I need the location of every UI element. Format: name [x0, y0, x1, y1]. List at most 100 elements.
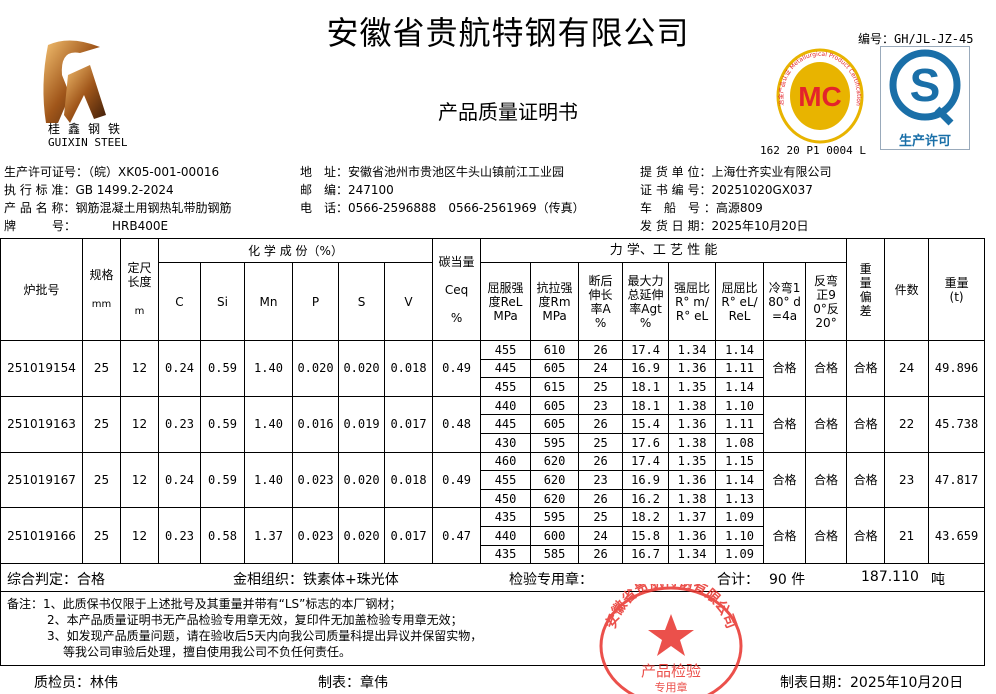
header-mech-col: 强屈比R° m/R° eL	[668, 262, 717, 341]
mech-value: 435	[480, 544, 532, 565]
rebend-result: 合格	[805, 340, 848, 397]
vehicle-number: 车 船 号 ：高源809	[640, 201, 763, 215]
rebend-result: 合格	[805, 507, 848, 565]
header-mech-col: 抗拉强度Rm MPa	[530, 262, 580, 341]
mech-value: 1.34	[668, 340, 717, 360]
ceq-value: 0.48	[432, 395, 482, 453]
mech-value: 17.4	[622, 451, 670, 472]
mech-value: 440	[480, 395, 532, 416]
stamp-bottom-text: 专用章	[655, 680, 688, 694]
header-mech-col: 断后伸长率A %	[578, 262, 624, 341]
table-row: 251019163 25 12 0.23 0.59 1.40 0.016 0.019 0.017…	[0, 395, 986, 453]
company-logo	[43, 40, 106, 123]
mech-value: 620	[530, 470, 580, 490]
remark-line: 2、本产品质量证明书无产品检验专用章无效，复印件无加盖检验专用章无效；	[47, 613, 463, 627]
mech-value: 23	[578, 395, 624, 416]
length: 12	[120, 507, 159, 565]
mech-value: 23	[578, 470, 624, 490]
quality-table: 炉批号 规格 mm 定尺长度 m 化 学 成 份（%） 碳当量 Ceq% 力 学、工 …	[0, 238, 986, 565]
mech-value: 1.11	[715, 358, 765, 379]
mech-value: 1.11	[715, 414, 765, 434]
mech-value: 1.36	[668, 470, 717, 490]
remark-line: 等我公司审验后处理，擅自使用我公司不负任何责任。	[63, 645, 352, 659]
chem-value: 0.24	[158, 340, 201, 397]
mech-value: 605	[530, 414, 580, 434]
length: 12	[120, 395, 159, 453]
header-ceq: 碳当量 Ceq%	[432, 238, 482, 341]
batch-number: 251019166	[0, 507, 83, 565]
header-mech-col: 冷弯180° d=4a	[763, 262, 807, 341]
header-chem-si: Si	[200, 262, 245, 341]
header-weight-deviation: 重量偏差	[846, 238, 886, 341]
header-chem-v: V	[383, 262, 434, 341]
mech-value: 25	[578, 377, 624, 397]
table-row: 430 595 25 17.6 1.38 1.08	[1, 432, 985, 453]
mech-value: 1.10	[715, 395, 765, 416]
table-row: 455 620 23 16.9 1.36 1.14	[1, 470, 985, 490]
mech-value: 1.38	[668, 432, 717, 453]
table-row: 455 615 25 18.1 1.35 1.14	[1, 377, 985, 397]
table-row: 440 600 24 15.8 1.36 1.10	[1, 525, 985, 546]
pieces: 21	[884, 507, 930, 565]
mech-value: 16.2	[622, 488, 670, 509]
chem-value: 0.020	[292, 340, 339, 397]
mech-value: 1.15	[715, 451, 765, 472]
weight-deviation: 合格	[846, 340, 886, 397]
mech-value: 1.09	[715, 507, 765, 527]
chem-value: 1.37	[244, 507, 293, 565]
mech-value: 18.1	[622, 377, 670, 397]
mech-value: 17.6	[622, 432, 670, 453]
weight: 47.817	[928, 451, 986, 509]
mech-value: 605	[530, 358, 580, 379]
document-number: 编号：GH/JL-JZ-45	[858, 32, 974, 46]
stamp-center-text: 产品检验	[641, 662, 701, 680]
total-weight: 187.110	[861, 569, 919, 585]
rebend-result: 合格	[805, 395, 848, 453]
spec: 25	[82, 340, 121, 397]
header-length: 定尺长度 m	[120, 238, 159, 341]
consignee: 提 货 单 位：上海仕齐实业有限公司	[640, 165, 832, 179]
grade: HRB400E	[112, 219, 169, 233]
mech-value: 26	[578, 488, 624, 509]
mech-value: 1.34	[668, 544, 717, 565]
chem-value: 0.020	[338, 507, 385, 565]
ship-date: 发 货 日 期：2025年10月20日	[640, 219, 809, 233]
mech-value: 1.35	[668, 377, 717, 397]
chem-value: 0.018	[383, 451, 434, 509]
spec: 25	[82, 507, 121, 565]
weight: 45.738	[928, 395, 986, 453]
chem-value: 0.59	[200, 451, 245, 509]
table-row: 435 585 26 16.7 1.34 1.09	[1, 544, 985, 565]
cold-bend-result: 合格	[763, 451, 807, 509]
ceq-value: 0.49	[432, 340, 482, 397]
header-weight: 重量(t)	[928, 238, 986, 341]
address: 地 址：安徽省池州市贵池区牛头山镇前江工业园	[300, 165, 565, 179]
table-row: 445 605 24 16.9 1.36 1.11	[1, 358, 985, 379]
chem-value: 0.018	[383, 340, 434, 397]
qs-label: 生产许可	[898, 134, 951, 149]
info-right: 提 货 单 位：上海仕齐实业有限公司 证 书 编 号：20251020GX037…	[640, 163, 831, 235]
weight-deviation: 合格	[846, 395, 886, 453]
length: 12	[120, 451, 159, 509]
mech-value: 605	[530, 395, 580, 416]
mech-value: 1.36	[668, 358, 717, 379]
company-name: 安徽省贵航特钢有限公司	[326, 14, 690, 52]
mech-value: 16.9	[622, 358, 670, 379]
mech-value: 600	[530, 525, 580, 546]
header-mech-col: 最大力总延伸率Agt %	[622, 262, 670, 341]
license-number: 生产许可证号：（皖）XK05-001-00016	[4, 165, 220, 179]
mech-value: 17.4	[622, 340, 670, 360]
mech-value: 1.38	[668, 488, 717, 509]
header-chem-c: C	[158, 262, 201, 341]
mech-value: 455	[480, 377, 532, 397]
length: 12	[120, 340, 159, 397]
mech-value: 1.14	[715, 340, 765, 360]
mech-value: 1.38	[668, 395, 717, 416]
remark-line: 3、如发现产品质量问题，请在验收后5天内向我公司质量科提出异议并保留实物，	[47, 629, 483, 643]
mc-code: 162 20 P1 0004 L	[760, 144, 866, 157]
logo-english-text: GUIXIN STEEL	[48, 136, 128, 149]
spec: 25	[82, 395, 121, 453]
header-chem-mn: Mn	[244, 262, 293, 341]
table-row: 445 605 26 15.4 1.36 1.11	[1, 414, 985, 434]
document-title: 产品质量证明书	[438, 100, 578, 124]
